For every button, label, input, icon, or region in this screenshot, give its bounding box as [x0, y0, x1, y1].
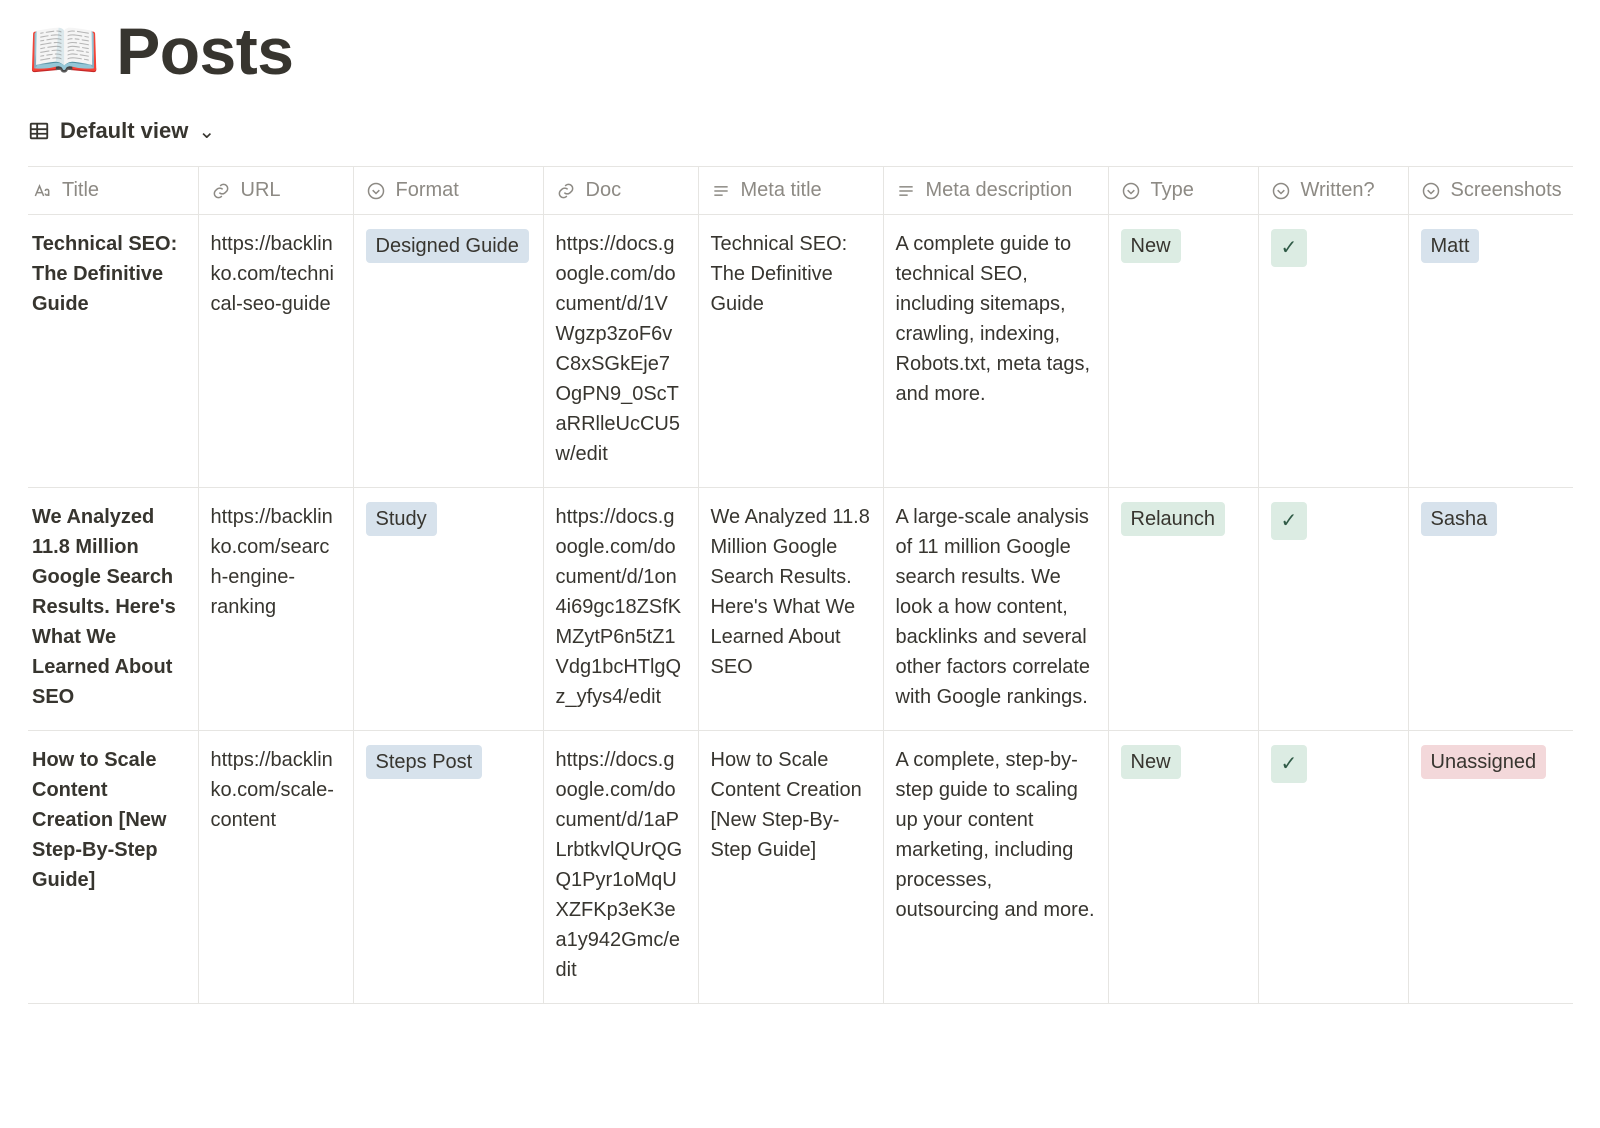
select-icon — [1421, 181, 1441, 201]
column-label: Format — [396, 179, 459, 202]
screenshots-tag: Matt — [1421, 229, 1480, 263]
page-title-row: 📖 Posts — [28, 18, 1572, 84]
column-label: Written? — [1301, 179, 1375, 202]
column-header-meta_desc[interactable]: Meta description — [883, 167, 1108, 215]
column-header-format[interactable]: Format — [353, 167, 543, 215]
column-label: Meta description — [926, 179, 1073, 202]
cell-type[interactable]: New — [1108, 731, 1258, 1004]
cell-type[interactable]: New — [1108, 215, 1258, 488]
column-header-type[interactable]: Type — [1108, 167, 1258, 215]
link-icon — [211, 181, 231, 201]
cell-screenshots[interactable]: Matt — [1408, 215, 1573, 488]
format-tag: Study — [366, 502, 437, 536]
cell-meta-title[interactable]: We Analyzed 11.8 Million Google Search R… — [698, 488, 883, 731]
page-root: 📖 Posts Default view ⌄ Title URL Format Doc… — [0, 0, 1600, 1004]
column-label: Meta title — [741, 179, 822, 202]
table-row[interactable]: We Analyzed 11.8 Million Google Search R… — [28, 488, 1573, 731]
cell-type[interactable]: Relaunch — [1108, 488, 1258, 731]
column-header-screenshots[interactable]: Screenshots — [1408, 167, 1573, 215]
cell-url[interactable]: https://backlinko.com/scale-content — [198, 731, 353, 1004]
table-header-row: Title URL Format Doc Meta title Meta descript… — [28, 167, 1573, 215]
column-label: Type — [1151, 179, 1194, 202]
cell-written[interactable]: ✓ — [1258, 731, 1408, 1004]
column-header-url[interactable]: URL — [198, 167, 353, 215]
check-icon: ✓ — [1271, 229, 1308, 267]
posts-table: Title URL Format Doc Meta title Meta descript… — [28, 166, 1573, 1004]
column-header-meta_title[interactable]: Meta title — [698, 167, 883, 215]
cell-doc[interactable]: https://docs.google.com/document/d/1on4i… — [543, 488, 698, 731]
table-row[interactable]: How to Scale Content Creation [New Step-… — [28, 731, 1573, 1004]
select-icon — [366, 181, 386, 201]
type-tag: Relaunch — [1121, 502, 1226, 536]
type-tag: New — [1121, 745, 1181, 779]
cell-url[interactable]: https://backlinko.com/technical-seo-guid… — [198, 215, 353, 488]
format-tag: Steps Post — [366, 745, 483, 779]
select-icon — [1121, 181, 1141, 201]
cell-title[interactable]: Technical SEO: The Definitive Guide — [28, 215, 198, 488]
cell-written[interactable]: ✓ — [1258, 215, 1408, 488]
cell-title[interactable]: How to Scale Content Creation [New Step-… — [28, 731, 198, 1004]
screenshots-tag: Sasha — [1421, 502, 1498, 536]
type-tag: New — [1121, 229, 1181, 263]
column-label: Title — [62, 179, 99, 202]
column-header-title[interactable]: Title — [28, 167, 198, 215]
cell-url[interactable]: https://backlinko.com/search-engine-rank… — [198, 488, 353, 731]
view-label: Default view — [60, 118, 188, 144]
cell-title[interactable]: We Analyzed 11.8 Million Google Search R… — [28, 488, 198, 731]
cell-format[interactable]: Steps Post — [353, 731, 543, 1004]
screenshots-tag: Unassigned — [1421, 745, 1547, 779]
page-title: Posts — [116, 18, 293, 84]
column-label: Screenshots — [1451, 179, 1562, 202]
cell-format[interactable]: Study — [353, 488, 543, 731]
check-icon: ✓ — [1271, 502, 1308, 540]
column-label: URL — [241, 179, 281, 202]
cell-doc[interactable]: https://docs.google.com/document/d/1VWgz… — [543, 215, 698, 488]
select-icon — [1271, 181, 1291, 201]
column-header-doc[interactable]: Doc — [543, 167, 698, 215]
text-a-icon — [32, 181, 52, 201]
cell-meta-description[interactable]: A complete, step-by-step guide to scalin… — [883, 731, 1108, 1004]
column-label: Doc — [586, 179, 622, 202]
format-tag: Designed Guide — [366, 229, 529, 263]
link-icon — [556, 181, 576, 201]
cell-screenshots[interactable]: Unassigned — [1408, 731, 1573, 1004]
lines-icon — [896, 181, 916, 201]
cell-format[interactable]: Designed Guide — [353, 215, 543, 488]
cell-doc[interactable]: https://docs.google.com/document/d/1aPLr… — [543, 731, 698, 1004]
lines-icon — [711, 181, 731, 201]
table-body: Technical SEO: The Definitive Guidehttps… — [28, 215, 1573, 1004]
book-icon: 📖 — [28, 22, 100, 80]
chevron-down-icon: ⌄ — [198, 119, 215, 144]
table-row[interactable]: Technical SEO: The Definitive Guidehttps… — [28, 215, 1573, 488]
cell-screenshots[interactable]: Sasha — [1408, 488, 1573, 731]
view-selector[interactable]: Default view ⌄ — [28, 118, 1572, 144]
cell-meta-description[interactable]: A complete guide to technical SEO, inclu… — [883, 215, 1108, 488]
table-icon — [28, 120, 50, 142]
cell-meta-title[interactable]: How to Scale Content Creation [New Step-… — [698, 731, 883, 1004]
cell-meta-description[interactable]: A large-scale analysis of 11 million Goo… — [883, 488, 1108, 731]
cell-written[interactable]: ✓ — [1258, 488, 1408, 731]
check-icon: ✓ — [1271, 745, 1308, 783]
column-header-written[interactable]: Written? — [1258, 167, 1408, 215]
cell-meta-title[interactable]: Technical SEO: The Definitive Guide — [698, 215, 883, 488]
